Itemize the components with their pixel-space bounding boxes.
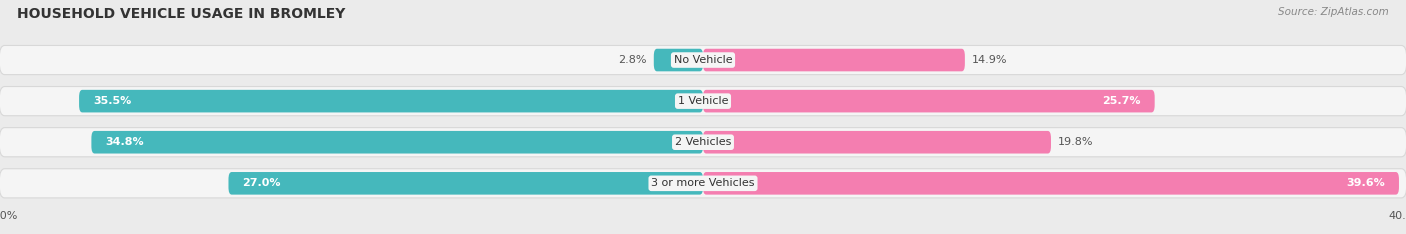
Text: 2 Vehicles: 2 Vehicles xyxy=(675,137,731,147)
FancyBboxPatch shape xyxy=(0,45,1406,75)
FancyBboxPatch shape xyxy=(654,49,703,71)
Text: 3 or more Vehicles: 3 or more Vehicles xyxy=(651,178,755,188)
FancyBboxPatch shape xyxy=(229,172,703,195)
Text: HOUSEHOLD VEHICLE USAGE IN BROMLEY: HOUSEHOLD VEHICLE USAGE IN BROMLEY xyxy=(17,7,346,21)
Text: 27.0%: 27.0% xyxy=(243,178,281,188)
Text: 1 Vehicle: 1 Vehicle xyxy=(678,96,728,106)
FancyBboxPatch shape xyxy=(91,131,703,154)
FancyBboxPatch shape xyxy=(79,90,703,112)
FancyBboxPatch shape xyxy=(0,87,1406,116)
FancyBboxPatch shape xyxy=(703,131,1052,154)
FancyBboxPatch shape xyxy=(703,172,1399,195)
Text: 19.8%: 19.8% xyxy=(1057,137,1094,147)
Text: 34.8%: 34.8% xyxy=(105,137,143,147)
Text: No Vehicle: No Vehicle xyxy=(673,55,733,65)
FancyBboxPatch shape xyxy=(703,90,1154,112)
FancyBboxPatch shape xyxy=(0,128,1406,157)
Text: 14.9%: 14.9% xyxy=(972,55,1007,65)
FancyBboxPatch shape xyxy=(0,169,1406,198)
Text: 35.5%: 35.5% xyxy=(93,96,131,106)
Text: 2.8%: 2.8% xyxy=(619,55,647,65)
Text: 39.6%: 39.6% xyxy=(1346,178,1385,188)
FancyBboxPatch shape xyxy=(703,49,965,71)
Text: Source: ZipAtlas.com: Source: ZipAtlas.com xyxy=(1278,7,1389,17)
Text: 25.7%: 25.7% xyxy=(1102,96,1140,106)
